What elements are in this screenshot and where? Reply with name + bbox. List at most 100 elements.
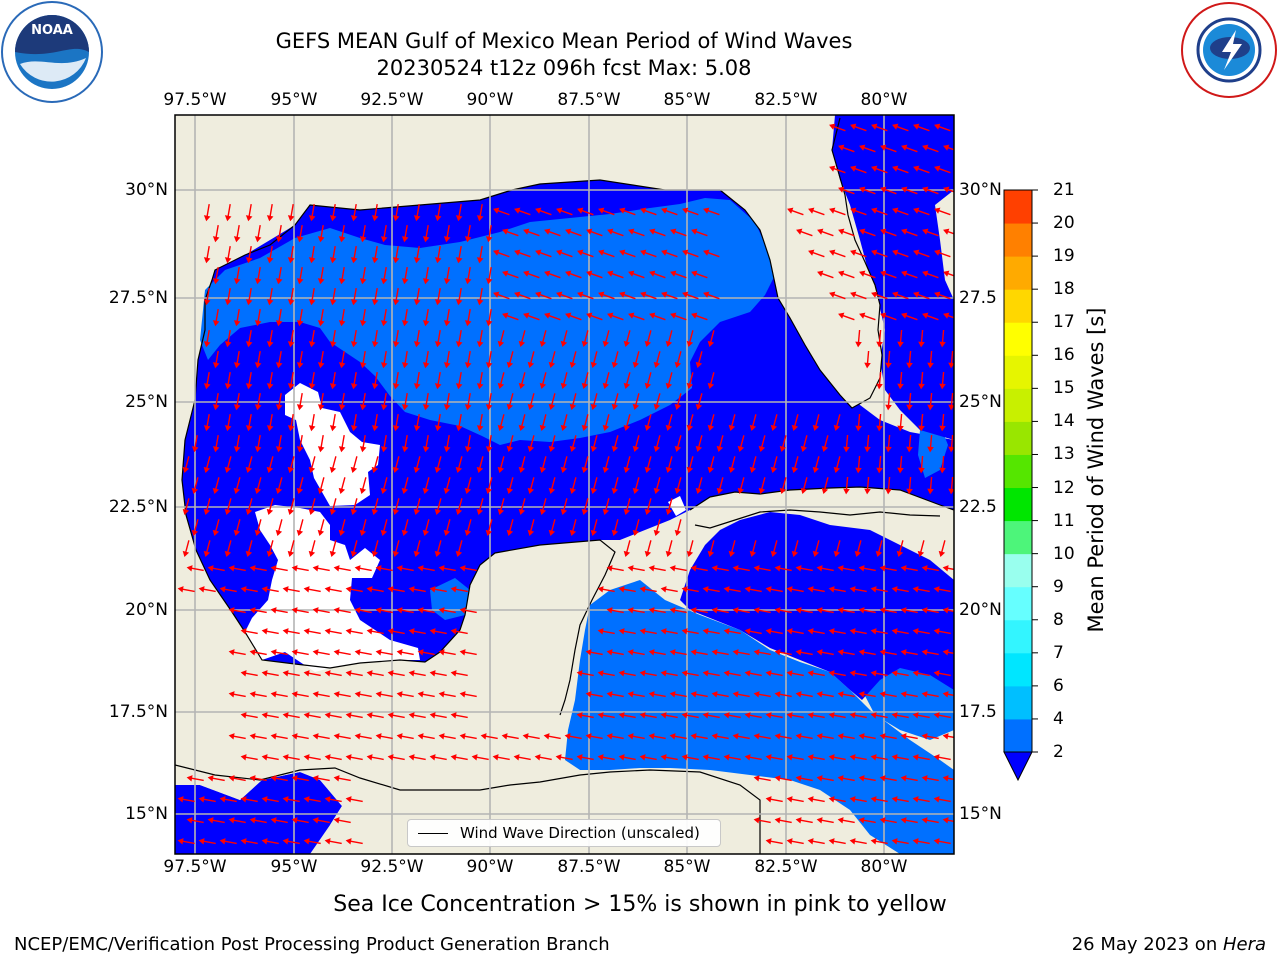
wind-wave-arrowhead bbox=[287, 508, 295, 516]
lat-label-right: 22.5 bbox=[959, 497, 997, 517]
wind-wave-arrowhead bbox=[602, 466, 610, 474]
wind-wave-arrowhead bbox=[233, 446, 241, 453]
wind-wave-arrowhead bbox=[590, 529, 598, 537]
wind-wave-arrowhead bbox=[653, 403, 661, 411]
wind-wave-arrowhead bbox=[674, 487, 682, 495]
wind-wave-arrowhead bbox=[598, 207, 605, 214]
wind-wave-arrowhead bbox=[350, 550, 358, 558]
wind-wave-arrowhead bbox=[177, 838, 184, 845]
wind-wave-arrowhead bbox=[266, 466, 274, 474]
wind-wave-arrowhead bbox=[417, 565, 424, 572]
wind-wave-arrowhead bbox=[900, 733, 907, 740]
wind-wave-arrowhead bbox=[855, 341, 862, 348]
wind-wave-arrowhead bbox=[518, 466, 526, 474]
wind-wave-arrowhead bbox=[880, 312, 887, 319]
wind-wave-arrowhead bbox=[408, 712, 415, 719]
wind-wave-arrowhead bbox=[329, 215, 337, 222]
wind-wave-arrowhead bbox=[359, 487, 367, 495]
colorbar-tick-label: 17 bbox=[1053, 312, 1075, 333]
lon-label-bottom: 90°W bbox=[466, 857, 514, 877]
wind-wave-arrowhead bbox=[396, 733, 403, 740]
wind-wave-arrowhead bbox=[543, 733, 550, 740]
wind-wave-arrowhead bbox=[350, 425, 358, 432]
wind-wave-arrowhead bbox=[897, 467, 904, 474]
wind-wave-arrowhead bbox=[723, 712, 730, 719]
wind-wave-arrowhead bbox=[485, 236, 493, 243]
wind-wave-arrowhead bbox=[371, 341, 379, 348]
wind-wave-arrowhead bbox=[707, 424, 715, 432]
wind-wave-arrowhead bbox=[871, 165, 878, 172]
wind-wave-arrowhead bbox=[275, 529, 283, 537]
wind-wave-arrowhead bbox=[569, 403, 577, 411]
wind-wave-arrowhead bbox=[833, 466, 841, 474]
wind-wave-arrowhead bbox=[413, 425, 421, 432]
wind-wave-arrowhead bbox=[245, 466, 253, 474]
wind-wave-arrowhead bbox=[901, 270, 908, 277]
wind-wave-arrowhead bbox=[843, 446, 850, 453]
wind-wave-arrowhead bbox=[770, 424, 778, 432]
wind-wave-arrowhead bbox=[943, 144, 950, 151]
wind-wave-arrowhead bbox=[765, 838, 772, 845]
wind-wave-arrowhead bbox=[443, 404, 451, 411]
wind-wave-arrowhead bbox=[774, 733, 781, 740]
wind-wave-arrowhead bbox=[455, 215, 463, 222]
wind-wave-arrowhead bbox=[350, 508, 358, 516]
wind-wave-arrowhead bbox=[892, 207, 899, 214]
wind-wave-arrowhead bbox=[380, 278, 388, 285]
wind-wave-arrowhead bbox=[408, 628, 415, 635]
wind-wave-arrowhead bbox=[317, 446, 325, 453]
wind-wave-arrowhead bbox=[854, 550, 862, 558]
wind-wave-arrowhead bbox=[387, 628, 394, 635]
wind-wave-arrowhead bbox=[191, 487, 199, 495]
wind-wave-arrowhead bbox=[287, 299, 295, 306]
wind-wave-arrowhead bbox=[296, 446, 304, 453]
wind-wave-arrowhead bbox=[371, 425, 379, 432]
wind-wave-arrowhead bbox=[350, 299, 358, 306]
colorbar-label: Mean Period of Wind Waves [s] bbox=[1084, 307, 1108, 633]
wind-wave-arrowhead bbox=[807, 586, 814, 593]
wind-wave-arrowhead bbox=[665, 550, 673, 558]
wind-wave-arrowhead bbox=[291, 691, 298, 698]
wind-wave-arrowhead bbox=[324, 712, 331, 719]
wind-wave-arrowhead bbox=[744, 628, 751, 635]
wind-wave-arrowhead bbox=[317, 236, 325, 243]
wind-wave-arrowhead bbox=[329, 508, 337, 516]
wind-wave-arrowhead bbox=[408, 586, 415, 593]
wind-wave-arrowhead bbox=[927, 488, 934, 495]
wind-wave-arrowhead bbox=[828, 586, 835, 593]
wind-wave-arrowhead bbox=[556, 249, 563, 256]
lat-label-right: 20°N bbox=[959, 600, 1002, 620]
wind-wave-arrowhead bbox=[749, 424, 757, 432]
wind-wave-arrowhead bbox=[371, 257, 379, 264]
wind-wave-arrowhead bbox=[560, 466, 568, 474]
wind-wave-arrowhead bbox=[855, 425, 862, 432]
wind-wave-arrowhead bbox=[577, 291, 584, 298]
wind-wave-arrowhead bbox=[690, 565, 697, 572]
wind-wave-arrowhead bbox=[943, 186, 950, 193]
wind-wave-arrowhead bbox=[716, 445, 724, 453]
wind-wave-arrowhead bbox=[245, 425, 253, 432]
map-frame bbox=[174, 114, 955, 855]
wind-wave-arrowhead bbox=[303, 754, 310, 761]
wind-wave-arrowhead bbox=[644, 424, 652, 432]
wind-wave-arrowhead bbox=[228, 607, 235, 614]
wind-wave-arrowhead bbox=[728, 424, 736, 432]
wind-wave-arrowhead bbox=[177, 586, 184, 593]
wind-wave-arrowhead bbox=[870, 754, 877, 761]
wind-wave-arrowhead bbox=[864, 362, 871, 369]
wind-wave-arrowhead bbox=[611, 529, 619, 537]
wind-wave-arrowhead bbox=[707, 466, 715, 474]
wind-wave-arrowhead bbox=[581, 424, 589, 432]
wind-wave-arrowhead bbox=[807, 796, 814, 803]
wind-wave-arrowhead bbox=[413, 466, 421, 474]
wind-wave-arrowhead bbox=[434, 341, 442, 348]
wind-wave-arrowhead bbox=[753, 817, 760, 824]
wind-wave-arrowhead bbox=[254, 362, 262, 369]
wind-wave-arrowhead bbox=[942, 733, 949, 740]
wind-wave-arrowhead bbox=[871, 207, 878, 214]
wind-wave-arrowhead bbox=[618, 670, 625, 677]
wind-wave-arrowhead bbox=[674, 403, 682, 411]
wind-wave-arrowhead bbox=[291, 733, 298, 740]
wind-wave-arrowhead bbox=[408, 670, 415, 677]
wind-wave-arrowhead bbox=[338, 278, 346, 285]
